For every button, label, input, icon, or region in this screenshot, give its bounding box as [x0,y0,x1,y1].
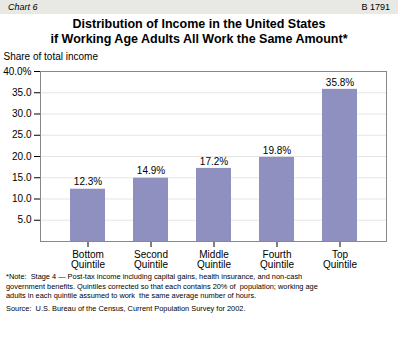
html-text:if Working Age Adults All Work: if Working Age Adults All Work the Same … [50,32,348,46]
svg-text:15.0: 15.0 [12,172,32,183]
svg-text:12.3%: 12.3% [74,176,102,187]
html-text:Chart 6: Chart 6 [8,2,38,12]
svg-text:35.8%: 35.8% [326,77,354,88]
html-text:Distribution of Income in the: Distribution of Income in the United Sta… [72,17,326,31]
svg-text:40.0%: 40.0% [3,66,31,77]
html-text:*Note: Stage 4 — Post-tax inco: *Note: Stage 4 — Post-tax income includi… [6,272,318,301]
svg-text:30.0: 30.0 [12,108,32,119]
svg-text:5.0: 5.0 [18,214,32,225]
svg-text:17.2%: 17.2% [200,156,228,167]
svg-text:25.0: 25.0 [12,129,32,140]
svg-text:35.0: 35.0 [12,87,32,98]
svg-text:14.9%: 14.9% [137,165,165,176]
html-text:B 1791: B 1791 [361,2,390,12]
svg-text:MiddleQuintile: MiddleQuintile [197,249,231,270]
svg-text:TopQuintile: TopQuintile [323,249,357,270]
svg-text:BottomQuintile: BottomQuintile [71,249,105,270]
html-text:Source: U.S. Bureau of the Cen: Source: U.S. Bureau of the Census, Curre… [6,303,246,313]
svg-text:FourthQuintile: FourthQuintile [260,249,294,270]
svg-text:19.8%: 19.8% [263,145,291,156]
svg-text:10.0: 10.0 [12,193,32,204]
svg-text:Share of total income: Share of total income [4,51,99,62]
svg-text:SecondQuintile: SecondQuintile [134,249,168,270]
svg-text:20.0: 20.0 [12,151,32,162]
